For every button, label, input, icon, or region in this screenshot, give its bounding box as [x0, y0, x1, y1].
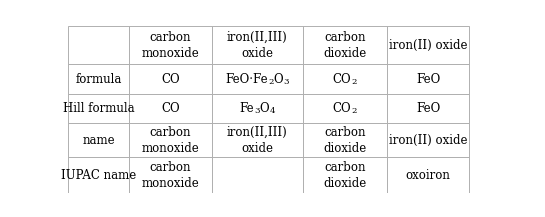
- Text: CO: CO: [333, 73, 352, 85]
- Text: carbon
monoxide: carbon monoxide: [142, 161, 199, 190]
- Bar: [387, 94, 469, 123]
- Text: carbon
monoxide: carbon monoxide: [142, 31, 199, 60]
- Bar: [302, 94, 387, 123]
- Text: iron(II) oxide: iron(II) oxide: [389, 39, 468, 52]
- Text: carbon
dioxide: carbon dioxide: [323, 31, 366, 60]
- Text: name: name: [82, 134, 115, 146]
- Text: oxoiron: oxoiron: [406, 169, 451, 182]
- Bar: [129, 94, 211, 123]
- Text: 3: 3: [254, 107, 259, 115]
- Text: Hill formula: Hill formula: [63, 102, 135, 115]
- Bar: [387, 157, 469, 193]
- Bar: [387, 123, 469, 157]
- Bar: [211, 94, 302, 123]
- Bar: [302, 123, 387, 157]
- Text: iron(II,III)
oxide: iron(II,III) oxide: [227, 31, 288, 60]
- Bar: [68, 64, 129, 94]
- Bar: [387, 26, 469, 64]
- Text: 2: 2: [268, 78, 274, 86]
- Text: CO: CO: [161, 102, 180, 115]
- Bar: [129, 26, 211, 64]
- Text: O: O: [274, 73, 283, 85]
- Text: O: O: [259, 102, 269, 115]
- Text: iron(II,III)
oxide: iron(II,III) oxide: [227, 126, 288, 155]
- Text: formula: formula: [76, 73, 122, 85]
- Bar: [302, 26, 387, 64]
- Text: 2: 2: [352, 78, 357, 86]
- Text: 2: 2: [352, 107, 357, 115]
- Text: CO: CO: [333, 102, 352, 115]
- Bar: [68, 94, 129, 123]
- Text: FeO: FeO: [416, 102, 440, 115]
- Bar: [387, 64, 469, 94]
- Text: carbon
dioxide: carbon dioxide: [323, 161, 366, 190]
- Text: IUPAC name: IUPAC name: [61, 169, 136, 182]
- Text: carbon
dioxide: carbon dioxide: [323, 126, 366, 155]
- Bar: [211, 157, 302, 193]
- Text: Fe: Fe: [239, 102, 254, 115]
- Bar: [211, 64, 302, 94]
- Text: CO: CO: [161, 73, 180, 85]
- Text: iron(II) oxide: iron(II) oxide: [389, 134, 468, 146]
- Text: 3: 3: [283, 78, 289, 86]
- Bar: [129, 123, 211, 157]
- Bar: [211, 26, 302, 64]
- Bar: [68, 123, 129, 157]
- Bar: [68, 157, 129, 193]
- Bar: [68, 26, 129, 64]
- Bar: [302, 157, 387, 193]
- Text: FeO·Fe: FeO·Fe: [226, 73, 268, 85]
- Bar: [302, 64, 387, 94]
- Bar: [129, 157, 211, 193]
- Bar: [211, 123, 302, 157]
- Bar: [129, 64, 211, 94]
- Text: carbon
monoxide: carbon monoxide: [142, 126, 199, 155]
- Text: 4: 4: [269, 107, 275, 115]
- Text: FeO: FeO: [416, 73, 440, 85]
